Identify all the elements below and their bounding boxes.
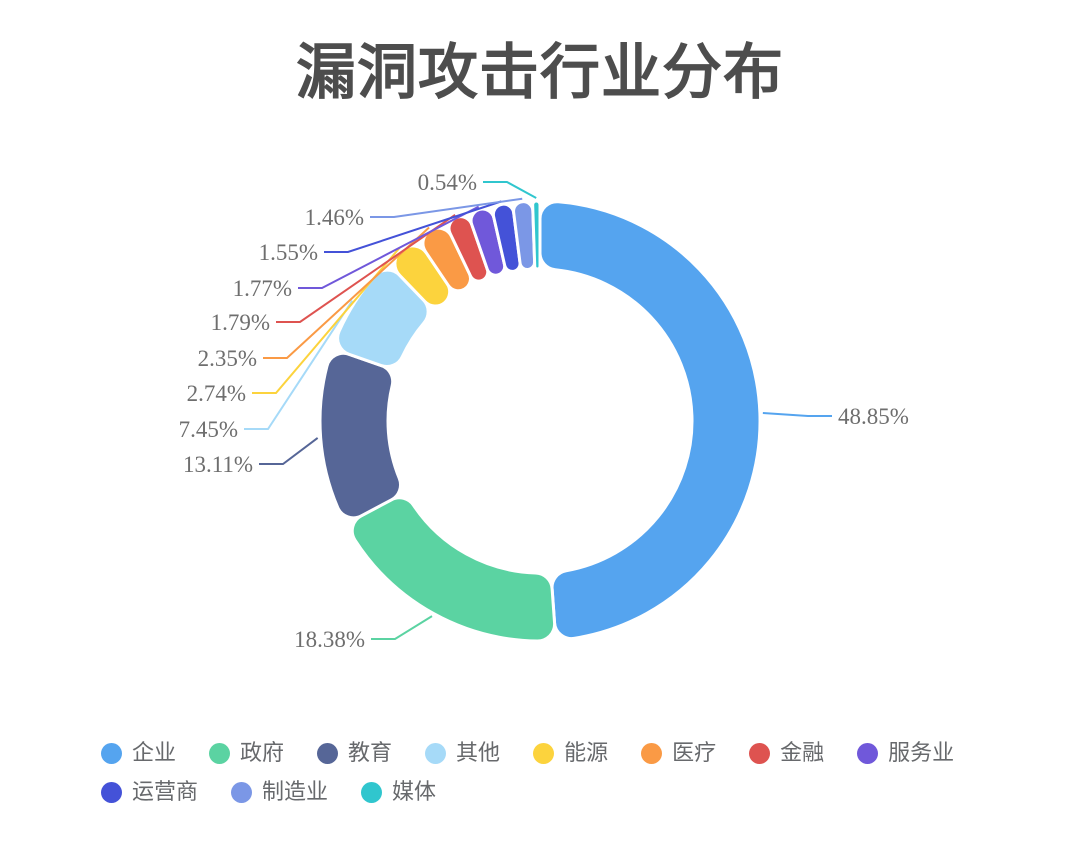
- legend-dot-icon: [317, 742, 339, 764]
- pie-label-line-2: [259, 437, 319, 465]
- legend-dot-icon: [101, 781, 122, 803]
- legend-label: 医疗: [672, 740, 717, 765]
- pie-slice-1[interactable]: [350, 496, 557, 643]
- legend-item-0[interactable]: 企业: [101, 742, 176, 764]
- pie-label-3: 7.45%: [179, 417, 238, 442]
- pie-label-line-9: [370, 197, 523, 218]
- legend-dot-icon: [209, 742, 231, 764]
- chart-title: 漏洞攻击行业分布: [296, 40, 784, 106]
- legend-label: 政府: [240, 740, 285, 765]
- legend-row-0: 企业 政府 教育 其他 能源 医疗 金融 服务业: [101, 742, 1041, 764]
- legend-label: 教育: [348, 740, 393, 765]
- legend-dot-icon: [749, 742, 771, 764]
- legend-dot-icon: [361, 781, 383, 803]
- legend-item-7[interactable]: 服务业: [857, 742, 954, 764]
- legend-label: 服务业: [888, 740, 955, 765]
- pie-label-2: 13.11%: [183, 452, 253, 477]
- pie-label-10: 0.54%: [418, 170, 477, 195]
- legend-item-5[interactable]: 医疗: [641, 742, 716, 764]
- legend-item-2[interactable]: 教育: [317, 742, 392, 764]
- legend-label: 制造业: [262, 779, 329, 804]
- legend-item-1[interactable]: 政府: [209, 742, 284, 764]
- pie-slice-0[interactable]: [538, 200, 762, 641]
- legend-item-3[interactable]: 其他: [425, 742, 500, 764]
- legend-dot-icon: [101, 742, 122, 764]
- pie-label-4: 2.74%: [187, 381, 246, 406]
- pie-label-1: 18.38%: [294, 627, 365, 652]
- pie-label-9: 1.46%: [305, 205, 364, 230]
- pie-label-line-5: [263, 226, 430, 359]
- pie-label-line-4: [252, 247, 401, 394]
- legend-label: 运营商: [132, 779, 199, 804]
- legend-item-8[interactable]: 运营商: [101, 781, 198, 803]
- pie-slice-10[interactable]: [531, 199, 542, 271]
- legend-item-10[interactable]: 媒体: [361, 781, 436, 803]
- legend-label: 企业: [132, 740, 177, 765]
- legend-item-9[interactable]: 制造业: [231, 781, 328, 803]
- pie-slice-2[interactable]: [318, 351, 402, 520]
- pie-label-line-0: [762, 411, 832, 417]
- pie-label-line-10: [483, 181, 537, 199]
- pie-label-6: 1.79%: [211, 310, 270, 335]
- legend-label: 媒体: [392, 779, 437, 804]
- legend-item-4[interactable]: 能源: [533, 742, 608, 764]
- legend-dot-icon: [425, 742, 447, 764]
- donut-chart: 48.85% 18.38% 13.11% 7.45% 2.74% 2.35% 1.79% 1.…: [179, 170, 909, 652]
- pie-label-line-6: [276, 213, 456, 323]
- legend-label: 金融: [780, 740, 825, 765]
- pie-label-0: 48.85%: [838, 404, 909, 429]
- legend-dot-icon: [641, 742, 663, 764]
- pie-label-line-1: [371, 615, 433, 640]
- legend-dot-icon: [533, 742, 555, 764]
- pie-label-line-3: [244, 300, 354, 430]
- legend-item-6[interactable]: 金融: [749, 742, 824, 764]
- legend-dot-icon: [857, 742, 879, 764]
- legend: 企业 政府 教育 其他 能源 医疗 金融 服务业运营商 制造业 媒体: [101, 742, 1041, 803]
- legend-label: 其他: [456, 740, 501, 765]
- legend-label: 能源: [564, 740, 609, 765]
- pie-label-line-8: [324, 200, 502, 253]
- legend-dot-icon: [231, 781, 253, 803]
- pie-label-line-7: [298, 205, 480, 289]
- pie-label-8: 1.55%: [259, 240, 318, 265]
- legend-row-1: 运营商 制造业 媒体: [101, 781, 1041, 803]
- pie-label-5: 2.35%: [198, 346, 257, 371]
- pie-label-7: 1.77%: [233, 276, 292, 301]
